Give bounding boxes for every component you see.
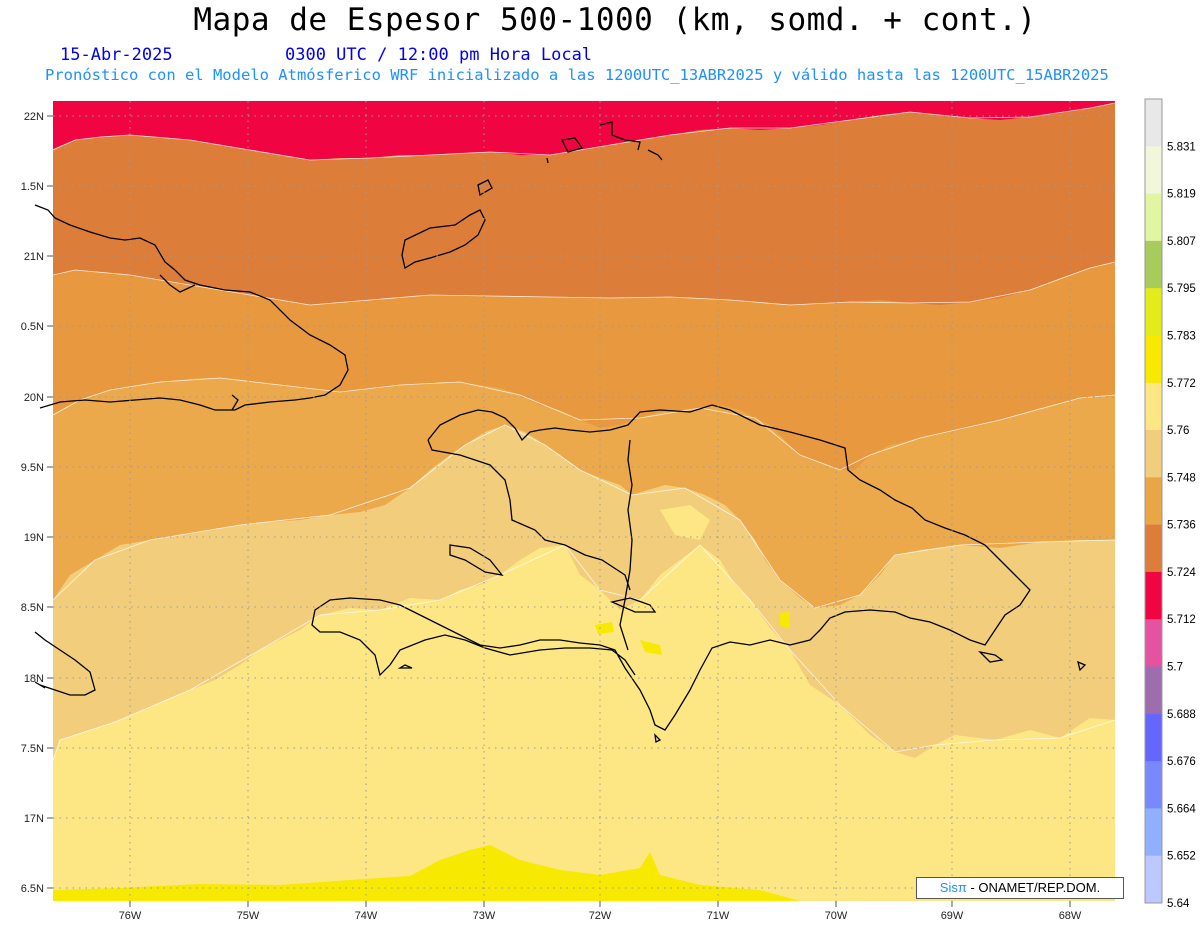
colorbar-label: 5.783	[1167, 330, 1196, 342]
colorbar-swatch	[1145, 855, 1162, 904]
lat-label: 17N	[24, 813, 44, 825]
colorbar-swatch	[1145, 382, 1162, 431]
lat-label: 1.5N	[21, 181, 44, 193]
colorbar-label: 5.772	[1167, 378, 1196, 390]
latitude-labels: 22N 1.5N 21N 0.5N 20N 9.5N 19N 8.5N 18N …	[21, 111, 44, 895]
lat-label: 9.5N	[21, 462, 44, 474]
colorbar-label: 5.676	[1167, 756, 1196, 768]
colorbar-swatch	[1145, 335, 1162, 384]
coastlines	[34, 121, 1087, 743]
colorbar-label: 5.748	[1167, 472, 1196, 484]
cuba-coastline	[34, 204, 349, 411]
lon-label: 69W	[941, 910, 964, 922]
lon-label: 73W	[473, 910, 496, 922]
colorbar-label: 5.724	[1167, 567, 1196, 579]
colorbar-swatch	[1145, 477, 1162, 526]
colorbar-swatch	[1145, 288, 1162, 336]
colorbar-swatch	[1145, 524, 1162, 573]
colorbar-swatch	[1145, 193, 1162, 242]
band-5712	[53, 101, 1115, 160]
lon-label: 70W	[825, 910, 848, 922]
hispaniola-coastline	[311, 404, 1031, 731]
colorbar-label: 5.7	[1167, 662, 1183, 674]
colorbar-swatch	[1145, 240, 1162, 289]
axis-ticks	[47, 115, 1071, 907]
colorbar-label: 5.664	[1167, 803, 1196, 815]
colorbar-swatch	[1145, 619, 1162, 668]
colorbar-label: 5.688	[1167, 709, 1196, 721]
lon-label: 68W	[1059, 910, 1082, 922]
colorbar-swatch	[1145, 808, 1162, 857]
longitude-labels: 76W 75W 74W 73W 72W 71W 70W 69W 68W	[119, 910, 1082, 922]
colorbar-swatch	[1145, 713, 1162, 762]
lat-label: 21N	[24, 251, 44, 263]
lon-label: 72W	[589, 910, 612, 922]
lat-label: 19N	[24, 532, 44, 544]
lat-label: 8.5N	[21, 602, 44, 614]
lat-label: 22N	[24, 111, 44, 123]
band-5783-patch	[53, 845, 800, 901]
colorbar-label: 5.64	[1167, 898, 1190, 910]
map-title: Mapa de Espesor 500-1000 (km, somd. + co…	[193, 2, 1037, 38]
credit-text: - ONAMET/REP.DOM.	[966, 880, 1101, 895]
band-5772-islet	[660, 505, 710, 540]
lon-label: 74W	[355, 910, 378, 922]
lon-label: 76W	[119, 910, 142, 922]
lat-label: 0.5N	[21, 321, 44, 333]
forecast-subtitle: Pronóstico con el Modelo Atmósferico WRF…	[45, 66, 1109, 84]
colorbar-swatch	[1145, 430, 1162, 478]
colorbar: 5.831 5.819 5.807 5.795 5.783 5.772 5.76 5.748 5…	[1144, 98, 1196, 910]
colorbar-swatch	[1145, 761, 1162, 809]
lat-label: 18N	[24, 673, 44, 685]
colorbar-swatch	[1145, 571, 1162, 620]
inagua-coastline	[401, 209, 486, 270]
band-5783-patch	[595, 622, 614, 634]
forecast-date: 15-Abr-2025	[60, 45, 173, 65]
colorbar-label: 5.807	[1167, 236, 1196, 248]
band-5772-islet	[640, 590, 700, 625]
colorbar-label: 5.736	[1167, 520, 1196, 532]
credit-box: Sisπ - ONAMET/REP.DOM.	[916, 877, 1124, 899]
jamaica-coastline	[34, 631, 96, 696]
colorbar-label: 5.652	[1167, 851, 1196, 863]
lat-label: 6.5N	[21, 883, 44, 895]
colorbar-label: 5.76	[1167, 425, 1189, 437]
band-5783-patch	[640, 640, 662, 655]
thickness-field	[53, 101, 1115, 901]
lon-label: 71W	[707, 910, 730, 922]
lon-label: 75W	[237, 910, 260, 922]
colorbar-swatch	[1145, 99, 1162, 147]
colorbar-swatch	[1145, 146, 1162, 195]
turks-caicos-coastline	[599, 121, 641, 151]
colorbar-label: 5.819	[1167, 189, 1196, 201]
forecast-time: 0300 UTC / 12:00 pm Hora Local	[285, 45, 593, 65]
graticule	[53, 101, 1115, 901]
lat-label: 7.5N	[21, 743, 44, 755]
lat-label: 20N	[24, 392, 44, 404]
colorbar-label: 5.831	[1167, 141, 1196, 153]
colorbar-swatch	[1145, 666, 1162, 715]
sispi-logo-text: Sisπ	[939, 880, 967, 895]
colorbar-outline	[1144, 98, 1163, 904]
band-5783-patch	[780, 612, 790, 628]
colorbar-label: 5.795	[1167, 283, 1196, 295]
colorbar-label: 5.712	[1167, 614, 1196, 626]
